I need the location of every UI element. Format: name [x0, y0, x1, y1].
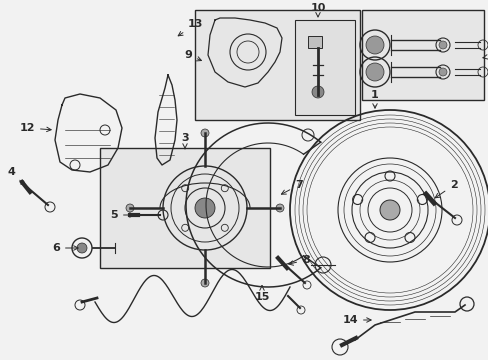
Text: 10: 10: [310, 3, 325, 17]
Text: 15: 15: [254, 286, 269, 302]
Circle shape: [77, 243, 87, 253]
Circle shape: [311, 86, 324, 98]
Text: 13: 13: [178, 19, 203, 36]
Text: 9: 9: [184, 50, 201, 61]
Text: 7: 7: [281, 180, 302, 194]
FancyBboxPatch shape: [100, 148, 269, 268]
Text: 3: 3: [181, 133, 188, 149]
Circle shape: [379, 200, 399, 220]
Text: 1: 1: [370, 90, 378, 108]
Circle shape: [201, 279, 208, 287]
Text: 6: 6: [52, 243, 78, 253]
Text: 12: 12: [20, 123, 51, 133]
Text: 5: 5: [110, 210, 134, 220]
Bar: [307, 36, 321, 48]
FancyBboxPatch shape: [195, 10, 359, 120]
Circle shape: [195, 198, 215, 218]
Circle shape: [438, 68, 446, 76]
Circle shape: [438, 41, 446, 49]
Circle shape: [126, 204, 134, 212]
Text: 2: 2: [434, 180, 457, 198]
Text: 4: 4: [7, 167, 25, 185]
Circle shape: [201, 129, 208, 137]
Text: 11: 11: [482, 50, 488, 60]
Circle shape: [365, 63, 383, 81]
FancyBboxPatch shape: [294, 20, 354, 115]
Text: 8: 8: [288, 255, 309, 265]
Circle shape: [365, 36, 383, 54]
Circle shape: [275, 204, 284, 212]
FancyBboxPatch shape: [361, 10, 483, 100]
Text: 14: 14: [342, 315, 370, 325]
